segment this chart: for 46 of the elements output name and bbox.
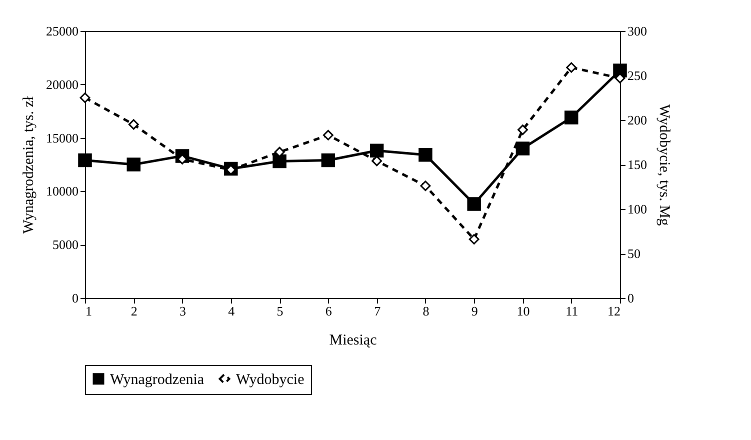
point <box>128 119 139 130</box>
y2-tick-label: 100 <box>628 202 647 216</box>
y-tick-label: 15000 <box>46 130 78 146</box>
x-tick-label: 7 <box>374 304 382 318</box>
x-tick-label: 1 <box>86 304 92 318</box>
y-tick-label: 5000 <box>52 237 78 252</box>
point <box>516 142 530 156</box>
x-axis-title: Miesiąc <box>329 332 378 348</box>
x-tick-label: 4 <box>228 304 236 318</box>
point <box>80 92 90 103</box>
point <box>564 110 578 124</box>
x-tick-label: 5 <box>276 304 284 318</box>
point <box>272 154 286 168</box>
point <box>126 158 141 172</box>
y2-tick-label: 250 <box>628 68 647 83</box>
y2-tick-label: 150 <box>628 157 647 172</box>
y2-tick-label: 200 <box>628 112 647 128</box>
point <box>420 180 431 192</box>
x-tick-label: 2 <box>130 304 138 318</box>
x-tick-label: 12 <box>608 304 620 318</box>
point <box>418 148 432 162</box>
point <box>322 130 334 140</box>
x-tick-label: 6 <box>325 304 332 318</box>
y2-tick-label: 300 <box>628 24 647 38</box>
point <box>78 153 92 168</box>
point <box>467 197 481 211</box>
y2-tick-label: 50 <box>628 246 640 261</box>
point <box>566 62 577 73</box>
point <box>518 124 528 136</box>
y2-tick-label: 0 <box>628 290 634 306</box>
y-tick-label: 0 <box>72 290 78 306</box>
x-tick-label: 3 <box>180 304 186 318</box>
y-tick-label: 10000 <box>46 184 78 199</box>
y-tick-label: 25000 <box>46 24 78 38</box>
y-axis-title: Wynagrodzenia, tys. zł <box>21 95 37 234</box>
y2-axis-title: Wydobycie, tys. Mg <box>656 104 672 226</box>
point <box>468 234 480 244</box>
x-tick-label: 11 <box>566 304 578 318</box>
x-tick-label: 9 <box>471 304 478 318</box>
legend-label: Wynagrodzenia <box>110 372 204 388</box>
legend-label: Wydobycie <box>236 372 305 388</box>
point <box>321 153 336 168</box>
y-tick-label: 20000 <box>46 76 78 92</box>
x-tick-label: 8 <box>422 304 430 318</box>
point <box>370 144 384 158</box>
x-tick-label: 10 <box>516 304 530 318</box>
